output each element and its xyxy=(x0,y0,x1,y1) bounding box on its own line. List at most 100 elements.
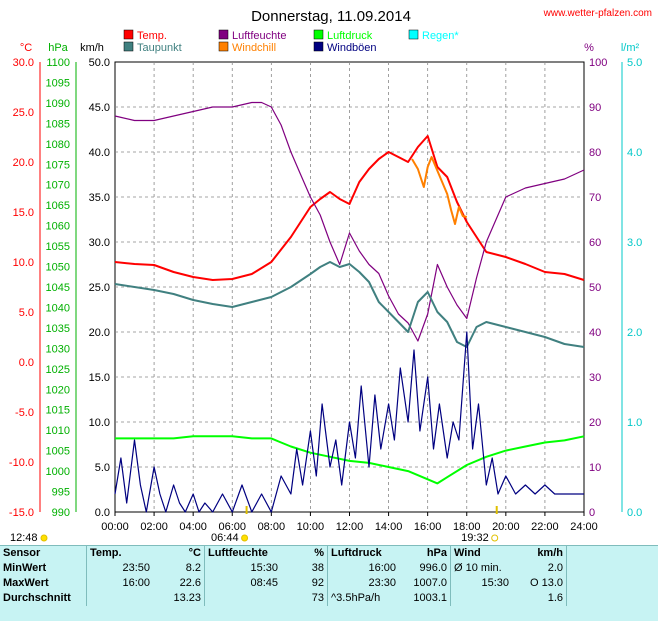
temp-tick-label: 30.0 xyxy=(13,57,34,69)
legend-label: Taupunkt xyxy=(137,42,182,54)
stats-header-row: Sensor Temp. °C Luftfeuchte % Luftdruck … xyxy=(0,546,658,561)
legend-label: Windchill xyxy=(232,42,276,54)
legend-label: Temp. xyxy=(137,30,167,42)
stats-header-humidity-unit: % xyxy=(281,546,328,561)
site-link[interactable]: www.wetter-pfalzen.com xyxy=(543,8,652,19)
stats-pressure-value: 1007.0 xyxy=(399,576,451,591)
wind-tick-label: 25.0 xyxy=(89,282,110,294)
time-tick-label: 12:00 xyxy=(336,521,364,533)
rain-tick-label: 0.0 xyxy=(627,507,642,519)
wind-tick-label: 30.0 xyxy=(89,237,110,249)
pressure-tick-label: 995 xyxy=(52,487,70,499)
wind-tick-label: 0.0 xyxy=(95,507,110,519)
legend-swatch xyxy=(219,30,228,39)
rain-unit-label: l/m² xyxy=(621,42,640,54)
pressure-unit-label: hPa xyxy=(48,42,68,54)
rain-tick-label: 3.0 xyxy=(627,237,642,249)
stats-pressure-time: 16:00 xyxy=(328,561,400,576)
humidity-tick-label: 30 xyxy=(589,372,601,384)
extra-time: 12:48 xyxy=(10,532,38,544)
stats-wind-value: 2.0 xyxy=(512,561,567,576)
sunrise-icon xyxy=(242,535,248,541)
stats-header-pressure-unit: hPa xyxy=(399,546,451,561)
pressure-tick-label: 1080 xyxy=(46,139,70,151)
stats-temp-time xyxy=(87,591,154,606)
wind-tick-label: 40.0 xyxy=(89,147,110,159)
rain-tick-label: 5.0 xyxy=(627,57,642,69)
stats-humidity-value: 38 xyxy=(281,561,328,576)
legend-swatch xyxy=(124,30,133,39)
temp-tick-label: 20.0 xyxy=(13,157,34,169)
time-tick-label: 14:00 xyxy=(375,521,403,533)
stats-label: MinWert xyxy=(0,561,87,576)
pressure-tick-label: 1000 xyxy=(46,466,70,478)
humidity-tick-label: 0 xyxy=(589,507,595,519)
pressure-tick-label: 1055 xyxy=(46,241,70,253)
stats-spacer xyxy=(567,546,658,561)
pressure-tick-label: 1090 xyxy=(46,98,70,110)
humidity-tick-label: 70 xyxy=(589,192,601,204)
stats-spacer xyxy=(567,576,658,591)
legend-swatch xyxy=(409,30,418,39)
stats-wind-time xyxy=(451,591,513,606)
temp-tick-label: -5.0 xyxy=(15,407,34,419)
humidity-tick-label: 50 xyxy=(589,282,601,294)
wind-tick-label: 45.0 xyxy=(89,102,110,114)
wind-tick-label: 5.0 xyxy=(95,462,110,474)
temp-tick-label: 25.0 xyxy=(13,107,34,119)
time-tick-label: 02:00 xyxy=(140,521,168,533)
time-tick-label: 00:00 xyxy=(101,521,129,533)
humidity-tick-label: 10 xyxy=(589,462,601,474)
temp-tick-label: -15.0 xyxy=(9,507,34,519)
stats-header-pressure: Luftdruck xyxy=(328,546,400,561)
stats-temp-value: 8.2 xyxy=(153,561,205,576)
humidity-tick-label: 100 xyxy=(589,57,607,69)
pressure-tick-label: 1015 xyxy=(46,405,70,417)
pressure-tick-label: 1060 xyxy=(46,221,70,233)
pressure-tick-label: 1035 xyxy=(46,323,70,335)
legend-label: Windböen xyxy=(327,42,377,54)
humidity-unit-label: % xyxy=(584,42,594,54)
wind-tick-label: 15.0 xyxy=(89,372,110,384)
stats-humidity-time: 08:45 xyxy=(205,576,282,591)
pressure-tick-label: 1030 xyxy=(46,343,70,355)
legend-swatch xyxy=(314,30,323,39)
pressure-tick-label: 1085 xyxy=(46,118,70,130)
humidity-tick-label: 80 xyxy=(589,147,601,159)
legend-label: Regen* xyxy=(422,30,459,42)
wind-unit-label: km/h xyxy=(80,42,104,54)
stats-header-temp: Temp. xyxy=(87,546,154,561)
sunset-time: 19:32 xyxy=(461,532,489,544)
stats-spacer xyxy=(567,591,658,606)
pressure-tick-label: 1070 xyxy=(46,180,70,192)
legend-swatch xyxy=(314,42,323,51)
humidity-tick-label: 40 xyxy=(589,327,601,339)
stats-header-sensor: Sensor xyxy=(0,546,87,561)
pressure-tick-label: 1020 xyxy=(46,384,70,396)
time-tick-label: 10:00 xyxy=(297,521,325,533)
stats-header-temp-unit: °C xyxy=(153,546,205,561)
chart-title: Donnerstag, 11.09.2014 xyxy=(251,8,411,25)
rain-tick-label: 2.0 xyxy=(627,327,642,339)
time-tick-label: 16:00 xyxy=(414,521,442,533)
stats-header-wind-unit: km/h xyxy=(512,546,567,561)
sunrise-time: 06:44 xyxy=(211,532,239,544)
humidity-tick-label: 20 xyxy=(589,417,601,429)
stats-wind-value: 1.6 xyxy=(512,591,567,606)
stats-pressure-time: 23:30 xyxy=(328,576,400,591)
stats-humidity-time: 15:30 xyxy=(205,561,282,576)
stats-pressure-time: ^3.5hPa/h xyxy=(328,591,400,606)
temp-tick-label: 5.0 xyxy=(19,307,34,319)
pressure-tick-label: 1050 xyxy=(46,262,70,274)
pressure-tick-label: 1010 xyxy=(46,425,70,437)
legend-swatch xyxy=(219,42,228,51)
stats-wind-value: O 13.0 xyxy=(512,576,567,591)
stats-pressure-value: 1003.1 xyxy=(399,591,451,606)
wind-tick-label: 10.0 xyxy=(89,417,110,429)
time-tick-label: 22:00 xyxy=(531,521,559,533)
wind-tick-label: 35.0 xyxy=(89,192,110,204)
legend-swatch xyxy=(124,42,133,51)
pressure-tick-label: 1100 xyxy=(46,57,70,69)
weather-chart: Donnerstag, 11.09.2014 www.wetter-pfalze… xyxy=(0,0,658,545)
